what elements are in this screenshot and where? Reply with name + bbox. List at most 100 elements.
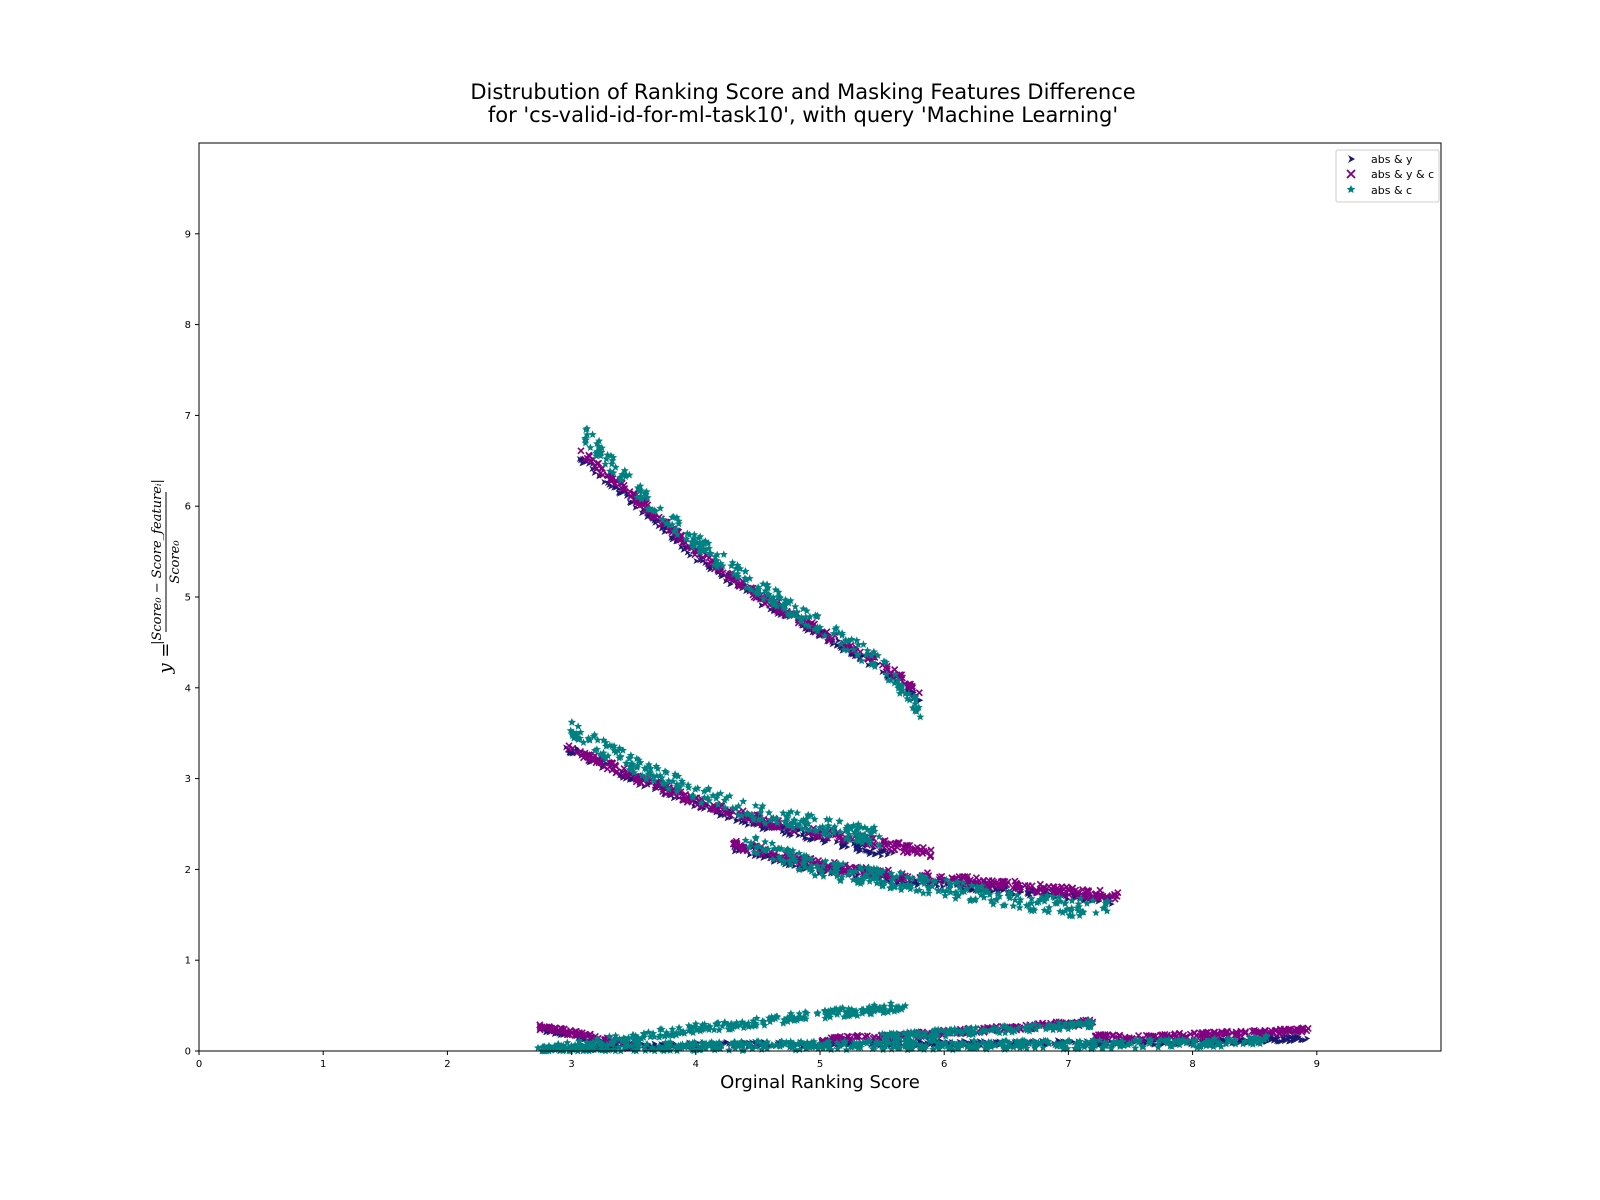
data-point	[697, 798, 706, 807]
data-point	[675, 1023, 683, 1032]
data-point	[1267, 1027, 1276, 1035]
data-point	[838, 631, 847, 639]
data-point	[837, 872, 846, 881]
data-point	[626, 762, 635, 771]
data-point	[1116, 1031, 1124, 1039]
data-point	[1087, 1018, 1096, 1026]
data-point	[1116, 1041, 1125, 1050]
data-point	[1030, 1038, 1039, 1047]
data-point	[771, 598, 780, 606]
data-point	[1045, 1020, 1054, 1029]
data-point	[1045, 903, 1054, 912]
data-point	[677, 1028, 686, 1037]
data-point	[766, 1017, 775, 1026]
data-point	[757, 804, 766, 813]
data-point	[1082, 1038, 1090, 1046]
y-axis-label-lhs: y =	[155, 643, 176, 675]
data-point	[800, 857, 809, 866]
data-point	[866, 868, 875, 876]
data-point	[1035, 1021, 1044, 1030]
data-point	[704, 544, 713, 552]
data-point	[700, 546, 709, 554]
data-point	[775, 593, 784, 601]
data-point	[577, 447, 585, 455]
data-point	[1075, 911, 1084, 919]
data-point	[601, 754, 610, 762]
data-point	[1287, 1038, 1294, 1045]
data-point	[713, 550, 722, 559]
data-point	[838, 1004, 847, 1012]
data-point	[1060, 1042, 1069, 1050]
data-point	[694, 534, 703, 542]
data-point	[582, 435, 590, 444]
data-point	[712, 794, 721, 802]
data-point	[799, 832, 806, 839]
data-point	[841, 834, 850, 842]
data-point	[1281, 1038, 1288, 1045]
legend-label-abs-c: abs & c	[1371, 184, 1412, 197]
data-point	[1196, 1041, 1205, 1050]
data-point	[870, 660, 879, 669]
data-point	[674, 1041, 683, 1050]
data-point	[946, 888, 955, 896]
data-point	[995, 1039, 1004, 1047]
data-point	[866, 837, 875, 846]
data-point	[912, 886, 921, 895]
data-point	[611, 479, 619, 488]
data-point	[847, 824, 856, 833]
data-point	[672, 782, 681, 791]
data-point	[941, 1038, 950, 1046]
data-point	[773, 1012, 782, 1021]
data-point	[1021, 1023, 1030, 1031]
data-point	[836, 827, 845, 836]
data-point	[882, 658, 890, 666]
data-point	[831, 864, 840, 872]
data-point	[785, 1042, 794, 1051]
data-point	[1117, 1037, 1126, 1046]
data-point	[792, 607, 801, 616]
data-point	[726, 811, 735, 819]
data-point	[543, 1023, 551, 1031]
data-point	[845, 830, 854, 838]
data-point	[668, 1030, 677, 1038]
data-point	[879, 1008, 888, 1017]
y-tick-label: 4	[185, 683, 191, 694]
data-point	[1157, 1035, 1166, 1044]
data-point	[918, 1031, 927, 1040]
data-point	[569, 744, 577, 752]
data-point	[951, 894, 960, 902]
data-point	[733, 1022, 742, 1030]
data-point	[863, 847, 870, 854]
data-point	[631, 1040, 640, 1049]
data-point	[995, 892, 1004, 900]
data-point	[1044, 907, 1053, 916]
data-point	[654, 782, 663, 790]
data-point	[636, 492, 645, 500]
data-point	[897, 681, 906, 689]
data-point	[1040, 906, 1049, 914]
data-point	[609, 453, 618, 461]
data-point	[860, 830, 869, 839]
data-point	[982, 1026, 991, 1034]
data-point	[849, 645, 858, 653]
data-point	[941, 1032, 950, 1040]
data-point	[883, 840, 891, 848]
data-point	[1158, 1031, 1166, 1039]
data-point	[810, 815, 819, 823]
data-point	[915, 875, 924, 884]
y-axis-label-denominator: Score₀	[168, 540, 183, 584]
data-point	[682, 535, 691, 543]
data-point	[862, 1007, 871, 1015]
data-point	[1210, 1034, 1219, 1042]
data-point	[590, 1041, 599, 1049]
data-point	[802, 1044, 810, 1052]
data-point	[899, 848, 907, 856]
data-point	[785, 856, 794, 864]
data-point	[1154, 1039, 1163, 1048]
data-point	[839, 843, 846, 850]
series-abs-y-c	[536, 447, 1312, 1049]
data-point	[880, 1042, 889, 1050]
data-point	[896, 868, 905, 877]
data-point	[1138, 1042, 1147, 1051]
data-point	[713, 563, 722, 571]
